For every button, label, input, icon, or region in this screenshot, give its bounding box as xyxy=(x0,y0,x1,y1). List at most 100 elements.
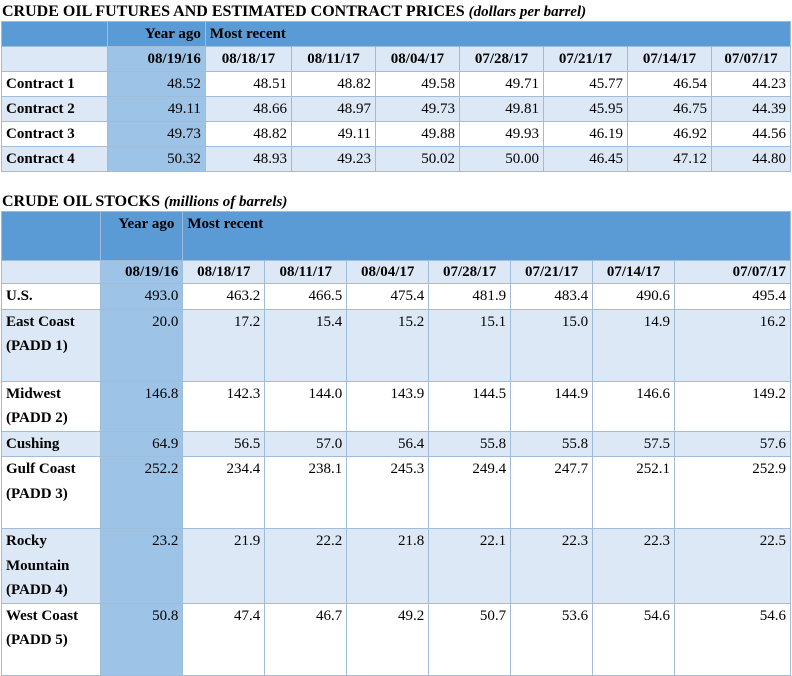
futures-cell: 45.95 xyxy=(542,96,629,122)
futures-cell: 46.75 xyxy=(627,96,713,122)
futures-row-label: Contract 2 xyxy=(1,96,108,122)
stocks-cell: 245.3 xyxy=(346,456,430,529)
futures-date-4: 07/28/17 xyxy=(458,46,545,72)
futures-cell: 46.19 xyxy=(542,121,629,147)
stocks-cell: 54.6 xyxy=(674,602,791,676)
futures-cell: 44.56 xyxy=(711,121,791,147)
stocks-row: Midwest (PADD 2) 146.8 142.3 144.0 143.9 144.… xyxy=(0,380,791,432)
futures-cell: 45.77 xyxy=(542,71,629,97)
futures-cell: 48.97 xyxy=(290,96,376,122)
stocks-cell: 15.1 xyxy=(428,308,512,382)
stocks-cell: 463.2 xyxy=(182,283,266,310)
futures-cell: 46.92 xyxy=(627,121,713,147)
stocks-row-label: Rocky Mountain (PADD 4) xyxy=(0,528,102,604)
futures-header-row-1: Year ago Most recent xyxy=(1,21,792,47)
stocks-unit: (millions of barrels) xyxy=(163,194,288,210)
stocks-cell: 56.4 xyxy=(346,430,430,457)
futures-date-0: 08/19/16 xyxy=(106,46,206,72)
stocks-date-6: 07/14/17 xyxy=(592,260,676,284)
stocks-cell: 23.2 xyxy=(100,528,184,604)
stocks-table: Year ago Most recent 08/19/16 08/18/17 0… xyxy=(0,211,791,676)
stocks-row: East Coast (PADD 1) 20.0 17.2 15.4 15.2 15.1 1… xyxy=(0,308,791,382)
futures-cell: 49.73 xyxy=(374,96,460,122)
futures-row: Contract 2 49.11 48.66 48.97 49.73 49.81 45.95… xyxy=(1,96,791,122)
stocks-cell: 483.4 xyxy=(510,283,594,310)
futures-cell: 48.52 xyxy=(106,71,206,97)
futures-date-corner xyxy=(1,46,108,72)
stocks-row: U.S. 493.0 463.2 466.5 475.4 481.9 483.4 490.6 4… xyxy=(0,283,791,310)
stocks-row-label: Gulf Coast (PADD 3) xyxy=(0,456,102,529)
futures-cell: 49.73 xyxy=(106,121,206,147)
stocks-row-label: East Coast (PADD 1) xyxy=(0,308,102,382)
stocks-row: Cushing 64.9 56.5 57.0 56.4 55.8 55.8 57.5 57.6 xyxy=(0,430,791,457)
futures-cell: 48.66 xyxy=(204,96,292,122)
futures-cell: 49.88 xyxy=(374,121,460,147)
stocks-cell: 144.5 xyxy=(428,380,512,432)
stocks-row: Rocky Mountain (PADD 4) 23.2 21.9 22.2 21.8 2… xyxy=(0,528,791,604)
stocks-cell: 22.3 xyxy=(592,528,676,604)
stocks-most-recent-header: Most recent xyxy=(182,211,791,261)
stocks-cell: 49.2 xyxy=(346,602,430,676)
stocks-cell: 466.5 xyxy=(264,283,348,310)
stocks-row-label: U.S. xyxy=(0,283,102,310)
stocks-cell: 55.8 xyxy=(510,430,594,457)
stocks-date-1: 08/18/17 xyxy=(182,260,266,284)
stocks-cell: 252.2 xyxy=(100,456,184,529)
stocks-cell: 252.9 xyxy=(674,456,791,529)
stocks-cell: 15.2 xyxy=(346,308,430,382)
stocks-row-label: West Coast (PADD 5) xyxy=(0,602,102,676)
stocks-cell: 481.9 xyxy=(428,283,512,310)
futures-table: Year ago Most recent 08/19/16 08/18/17 0… xyxy=(1,21,792,172)
stocks-cell: 55.8 xyxy=(428,430,512,457)
stocks-cell: 21.9 xyxy=(182,528,266,604)
stocks-cell: 142.3 xyxy=(182,380,266,432)
futures-row: Contract 4 50.32 48.93 49.23 50.02 50.00 46.45… xyxy=(1,146,791,172)
stocks-cell: 22.1 xyxy=(428,528,512,604)
stocks-cell: 64.9 xyxy=(100,430,184,457)
futures-row: Contract 1 48.52 48.51 48.82 49.58 49.71 45.77… xyxy=(1,71,791,97)
stocks-row-label: Midwest (PADD 2) xyxy=(0,380,102,432)
stocks-date-corner xyxy=(0,260,102,284)
stocks-cell: 50.7 xyxy=(428,602,512,676)
futures-cell: 47.12 xyxy=(627,146,713,172)
stocks-cell: 495.4 xyxy=(674,283,791,310)
futures-cell: 49.11 xyxy=(290,121,376,147)
stocks-row: West Coast (PADD 5) 50.8 47.4 46.7 49.2 50.7 5… xyxy=(0,602,791,676)
stocks-cell: 22.3 xyxy=(510,528,594,604)
futures-date-2: 08/11/17 xyxy=(290,46,376,72)
stocks-cell: 146.6 xyxy=(592,380,676,432)
futures-cell: 46.54 xyxy=(627,71,713,97)
futures-cell: 48.93 xyxy=(204,146,292,172)
futures-date-5: 07/21/17 xyxy=(542,46,629,72)
futures-row-label: Contract 1 xyxy=(1,71,108,97)
futures-cell: 50.00 xyxy=(458,146,545,172)
stocks-cell: 57.5 xyxy=(592,430,676,457)
stocks-cell: 475.4 xyxy=(346,283,430,310)
stocks-cell: 144.9 xyxy=(510,380,594,432)
futures-cell: 49.23 xyxy=(290,146,376,172)
stocks-date-0: 08/19/16 xyxy=(100,260,184,284)
stocks-title-text: CRUDE OIL STOCKS xyxy=(2,193,160,210)
stocks-cell: 50.8 xyxy=(100,602,184,676)
futures-date-7: 07/07/17 xyxy=(711,46,791,72)
futures-cell: 49.93 xyxy=(458,121,545,147)
stocks-date-2: 08/11/17 xyxy=(264,260,348,284)
stocks-cell: 22.2 xyxy=(264,528,348,604)
stocks-cell: 143.9 xyxy=(346,380,430,432)
stocks-cell: 17.2 xyxy=(182,308,266,382)
stocks-cell: 15.0 xyxy=(510,308,594,382)
futures-cell: 44.80 xyxy=(711,146,791,172)
stocks-cell: 56.5 xyxy=(182,430,266,457)
stocks-cell: 47.4 xyxy=(182,602,266,676)
futures-year-ago-header: Year ago xyxy=(106,21,206,47)
stocks-cell: 490.6 xyxy=(592,283,676,310)
futures-cell: 49.58 xyxy=(374,71,460,97)
stocks-cell: 16.2 xyxy=(674,308,791,382)
futures-cell: 50.02 xyxy=(374,146,460,172)
stocks-cell: 53.6 xyxy=(510,602,594,676)
futures-title: CRUDE OIL FUTURES AND ESTIMATED CONTRACT… xyxy=(2,3,586,21)
stocks-cell: 247.7 xyxy=(510,456,594,529)
stocks-date-4: 07/28/17 xyxy=(428,260,512,284)
futures-cell: 50.32 xyxy=(106,146,206,172)
stocks-cell: 54.6 xyxy=(592,602,676,676)
